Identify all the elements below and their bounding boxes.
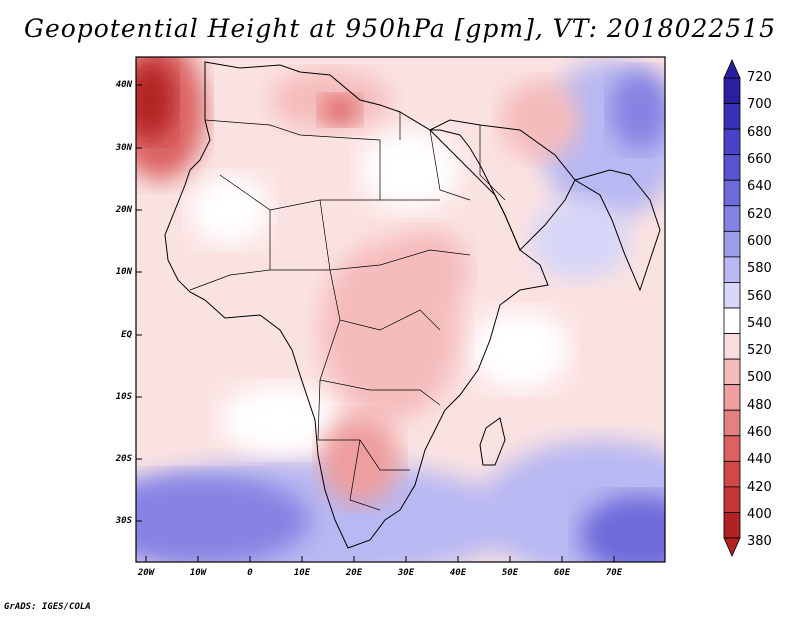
lon-label-0: 0 <box>247 568 253 578</box>
lat-label-10s: 10S <box>115 392 132 402</box>
colorbar-label: 420 <box>747 479 772 495</box>
colorbar-swatch <box>723 358 741 386</box>
lon-label-70e: 70E <box>605 568 623 578</box>
colorbar-top-arrow <box>723 59 741 79</box>
colorbar-swatch <box>723 435 741 462</box>
colorbar-bottom-arrow <box>723 537 741 557</box>
colorbar-swatch <box>723 128 741 156</box>
colorbar-label: 660 <box>747 151 772 167</box>
colorbar-label: 700 <box>747 97 772 113</box>
colorbar-swatch <box>723 333 741 360</box>
colorbar-swatch <box>723 384 741 411</box>
lon-label-50e: 50E <box>501 568 519 578</box>
colorbar-swatch <box>723 460 741 488</box>
lat-label-40n: 40N <box>115 80 132 90</box>
colorbar-label: 540 <box>747 315 772 331</box>
lat-label-20s: 20S <box>115 454 132 464</box>
colorbar-label: 380 <box>747 534 772 550</box>
colorbar-swatch <box>723 103 741 130</box>
colorbar <box>723 59 741 557</box>
colorbar-label: 640 <box>747 179 772 195</box>
colorbar-label: 620 <box>747 206 772 222</box>
lon-label-20e: 20E <box>345 568 363 578</box>
lat-label-30n: 30N <box>115 143 132 153</box>
lat-label-eq: EQ <box>121 330 132 340</box>
colorbar-label: 440 <box>747 452 772 468</box>
map-frame <box>135 56 666 563</box>
colorbar-swatch <box>723 77 741 104</box>
colorbar-label: 600 <box>747 233 772 249</box>
axis-ticks <box>136 84 615 562</box>
colorbar-label: 500 <box>747 370 772 386</box>
colorbar-swatch <box>723 409 741 437</box>
lon-label-30e: 30E <box>397 568 415 578</box>
colorbar-swatch <box>723 307 741 334</box>
colorbar-label: 460 <box>747 425 772 441</box>
colorbar-swatch <box>723 282 741 309</box>
colorbar-label: 580 <box>747 261 772 277</box>
colorbar-label: 400 <box>747 507 772 523</box>
lon-label-60e: 60E <box>553 568 571 578</box>
colorbar-label: 560 <box>747 288 772 304</box>
colorbar-swatch <box>723 256 741 283</box>
lat-label-10n: 10N <box>115 267 132 277</box>
colorbar-swatch <box>723 205 741 232</box>
credit-text: GrADS: IGES/COLA <box>4 602 91 612</box>
colorbar-swatch <box>723 179 741 207</box>
map-title: Geopotential Height at 950hPa [gpm], VT:… <box>23 14 777 43</box>
lon-label-10w: 10W <box>189 568 207 578</box>
country-borders <box>189 112 506 511</box>
lon-label-40e: 40E <box>449 568 467 578</box>
lon-label-20w: 20W <box>137 568 155 578</box>
lon-label-10e: 10E <box>293 568 311 578</box>
colorbar-swatch <box>723 486 741 513</box>
colorbar-label: 720 <box>747 70 772 85</box>
colorbar-label: 680 <box>747 124 772 140</box>
colorbar-swatch <box>723 512 741 539</box>
lat-label-30s: 30S <box>115 516 132 526</box>
coastlines <box>164 61 661 549</box>
colorbar-swatch <box>723 230 741 258</box>
colorbar-label: 520 <box>747 343 772 359</box>
height-field <box>136 57 665 562</box>
colorbar-label: 480 <box>747 397 772 413</box>
colorbar-swatch <box>723 154 741 181</box>
lat-label-20n: 20N <box>115 205 132 215</box>
